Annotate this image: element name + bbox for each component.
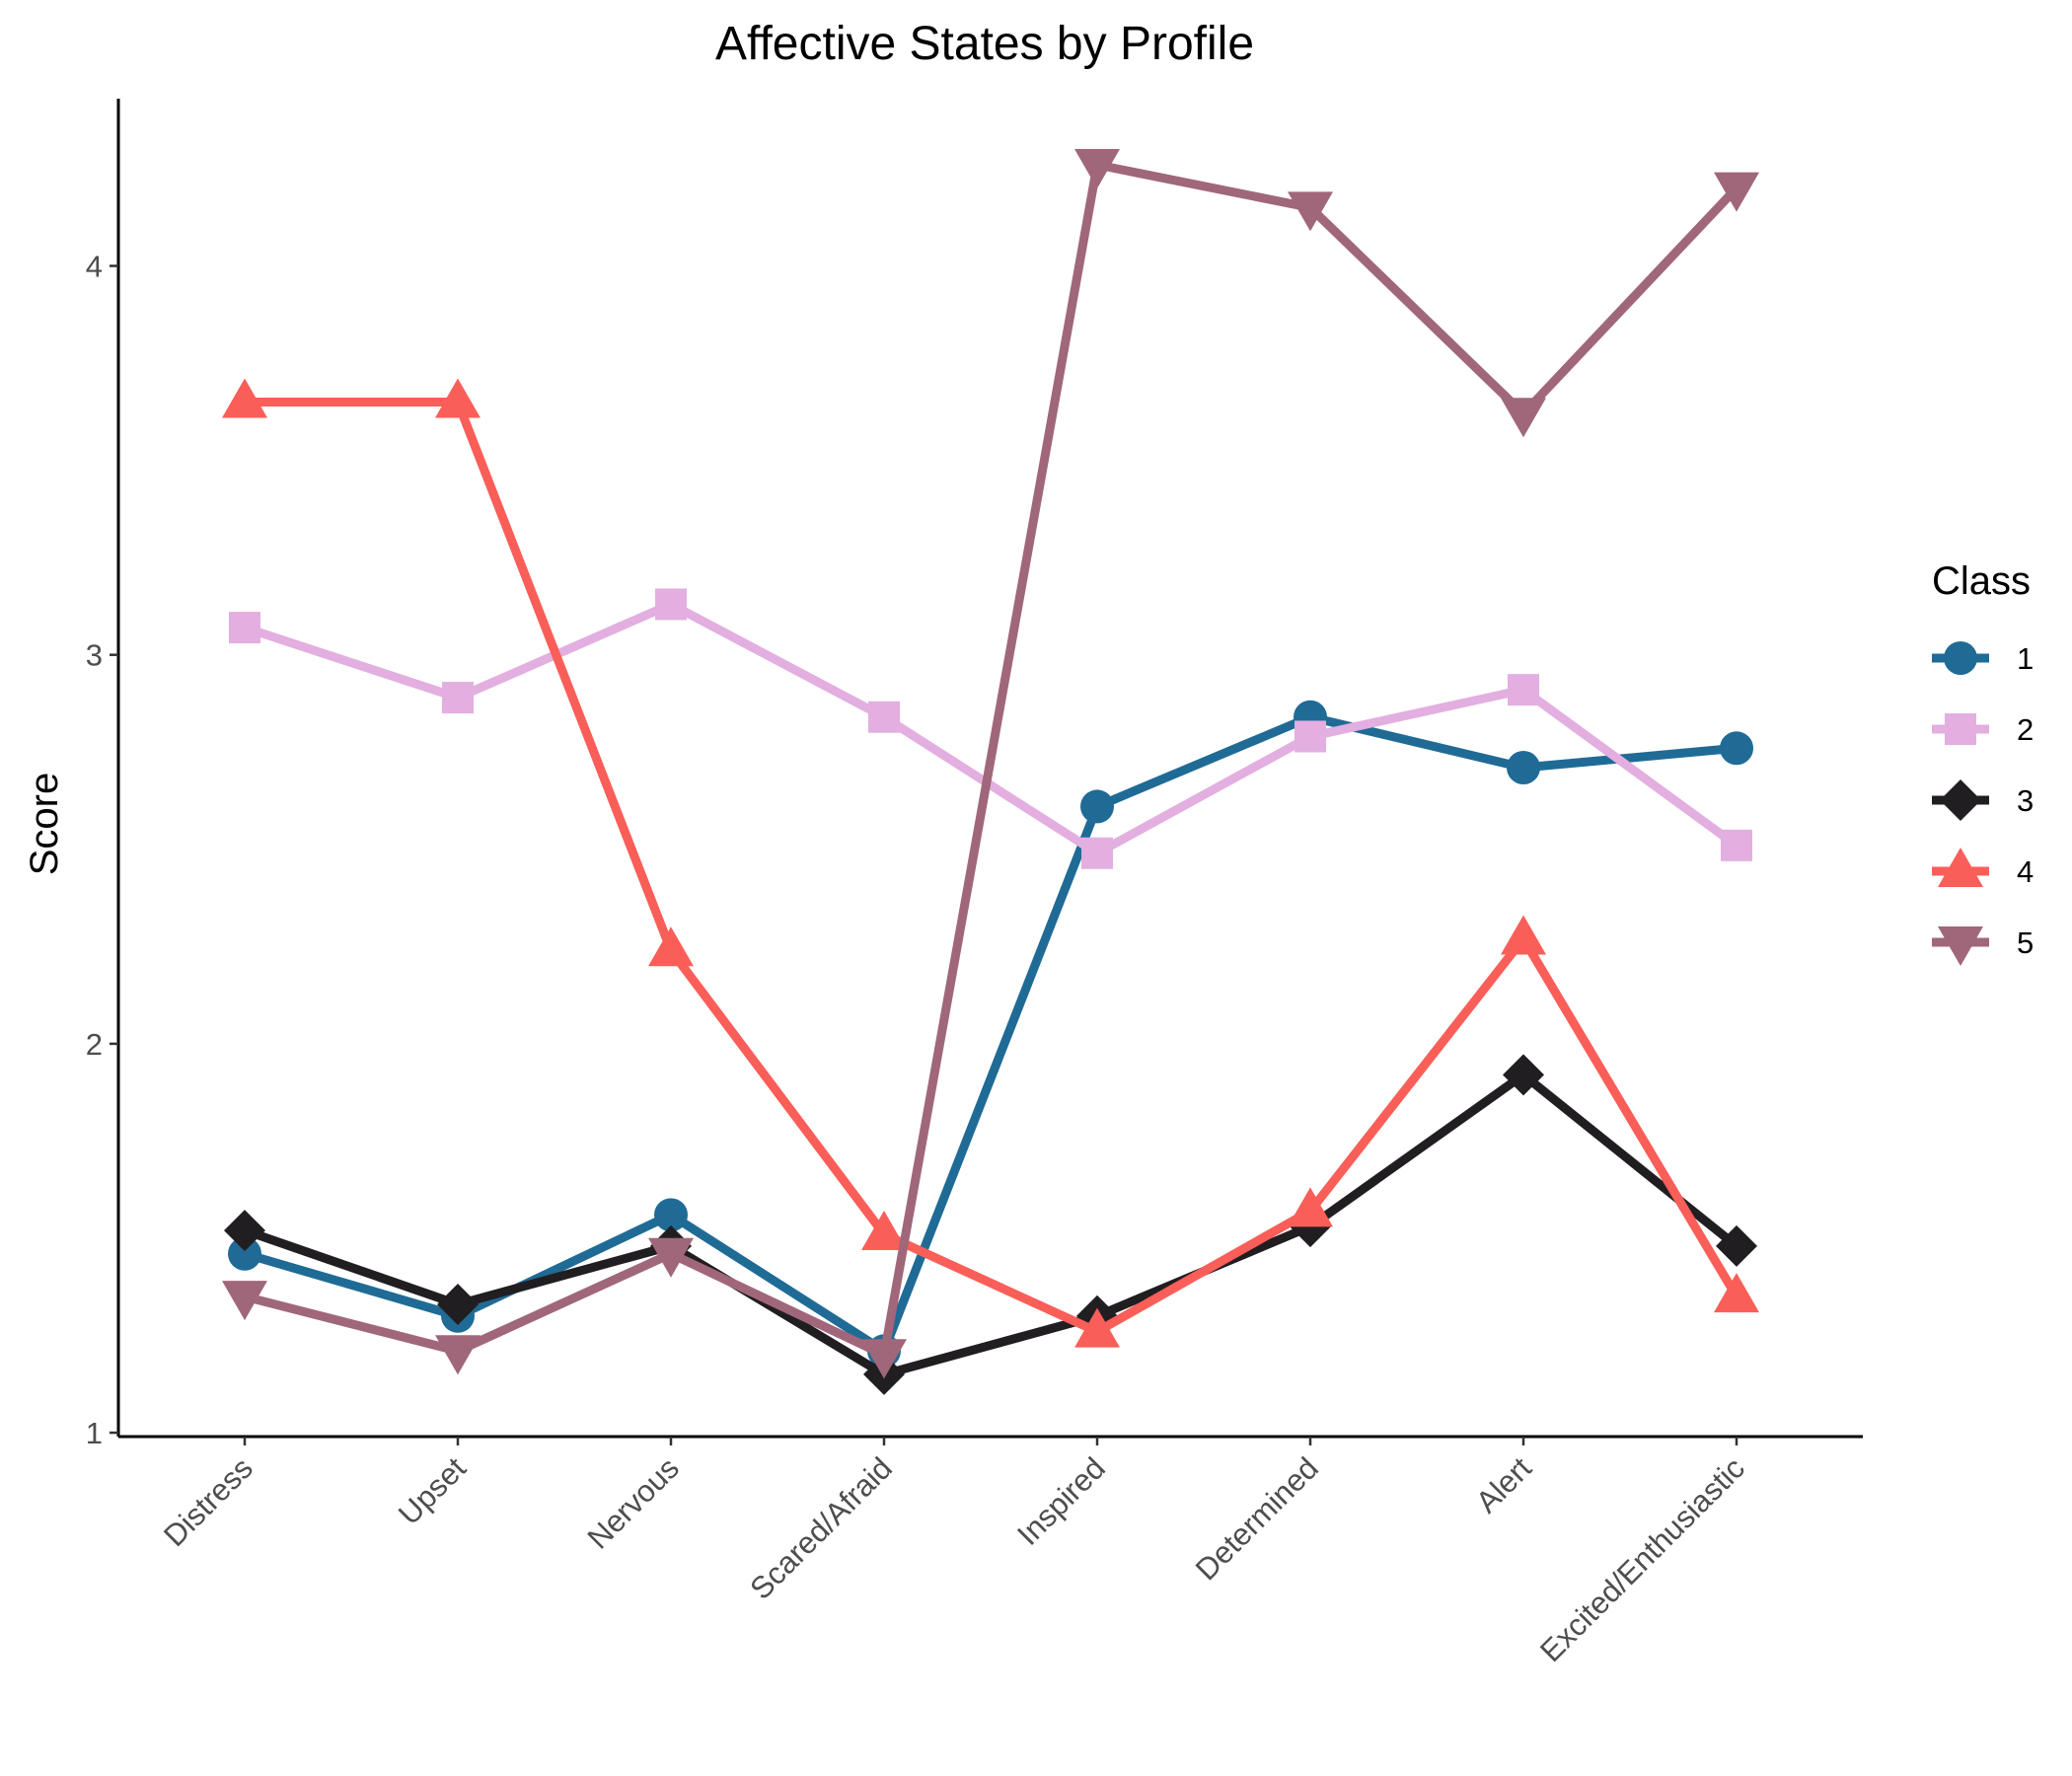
y-tick-label: 4 xyxy=(86,250,103,284)
x-tick-label: Determined xyxy=(1189,1450,1325,1587)
legend-key-marker xyxy=(1938,926,1983,966)
chart-title: Affective States by Profile xyxy=(715,18,1254,70)
legend-label: 5 xyxy=(2017,925,2034,960)
series-point-3 xyxy=(1503,1054,1544,1096)
legend-key-marker xyxy=(1944,641,1977,675)
y-tick-label: 1 xyxy=(86,1416,103,1450)
series-point-2 xyxy=(1508,674,1539,706)
series-point-5 xyxy=(222,1281,267,1321)
series-5 xyxy=(222,149,1759,1379)
legend-title: Class xyxy=(1932,559,2031,603)
series-3 xyxy=(224,1054,1757,1395)
series-line-1 xyxy=(240,712,1741,1356)
series-point-4 xyxy=(1501,915,1546,955)
series-point-5 xyxy=(1074,149,1120,189)
series-point-3 xyxy=(437,1283,479,1325)
series-point-1 xyxy=(1507,751,1540,784)
series-line-4 xyxy=(240,397,1741,1337)
x-tick-label: Scared/Afraid xyxy=(743,1450,899,1606)
series-point-4 xyxy=(1288,1187,1333,1227)
legend-label: 3 xyxy=(2017,783,2034,818)
series-point-3 xyxy=(1716,1224,1757,1267)
legend-item-4: 4 xyxy=(1932,848,2034,889)
series-2 xyxy=(229,588,1752,869)
series-point-4 xyxy=(861,1211,907,1251)
x-tick-label: Distress xyxy=(157,1450,259,1553)
series-point-5 xyxy=(1288,191,1333,232)
series-point-4 xyxy=(1714,1273,1759,1313)
y-tick-label: 2 xyxy=(86,1027,103,1062)
legend-label: 1 xyxy=(2017,641,2034,676)
legend-item-1: 1 xyxy=(1932,641,2034,676)
legend-item-2: 2 xyxy=(1932,712,2034,747)
series-point-5 xyxy=(1501,398,1546,438)
y-axis-title: Score xyxy=(23,773,66,876)
series-point-2 xyxy=(442,682,474,714)
series-point-5 xyxy=(435,1335,481,1375)
x-tick-label: Alert xyxy=(1469,1450,1538,1519)
series-point-2 xyxy=(655,588,687,621)
series-line-2 xyxy=(240,599,1741,858)
series-point-1 xyxy=(1720,731,1753,766)
series-4 xyxy=(222,378,1759,1348)
x-tick-label: Excited/Enthusiastic xyxy=(1533,1450,1751,1668)
legend-label: 4 xyxy=(2017,854,2034,889)
series-line-5 xyxy=(240,160,1741,1360)
series-point-2 xyxy=(229,612,260,644)
x-tick-label: Nervous xyxy=(581,1450,686,1555)
x-tick-label: Inspired xyxy=(1010,1450,1112,1552)
series-point-5 xyxy=(648,1237,694,1278)
x-tick-label: Upset xyxy=(392,1450,473,1531)
series-point-3 xyxy=(224,1210,265,1252)
series-line-3 xyxy=(240,1070,1741,1379)
series-point-5 xyxy=(861,1339,907,1379)
series-point-4 xyxy=(435,378,481,418)
series-point-4 xyxy=(648,926,694,967)
series-point-2 xyxy=(1721,829,1752,861)
series-layer xyxy=(222,149,1759,1395)
series-point-5 xyxy=(1714,172,1759,212)
series-1 xyxy=(228,700,1753,1369)
series-point-1 xyxy=(1080,789,1114,824)
series-point-1 xyxy=(654,1198,688,1232)
legend-item-5: 5 xyxy=(1932,925,2034,966)
legend: Class 1 2 3 4 5 xyxy=(1932,559,2034,966)
legend-key-marker xyxy=(1938,848,1983,887)
legend-item-3: 3 xyxy=(1932,779,2034,821)
series-point-4 xyxy=(222,378,267,418)
series-point-2 xyxy=(1081,837,1113,869)
series-point-2 xyxy=(868,701,900,733)
series-point-1 xyxy=(228,1236,261,1271)
legend-key-marker xyxy=(1945,713,1976,745)
legend-label: 2 xyxy=(2017,712,2034,747)
series-point-2 xyxy=(1295,720,1326,753)
y-tick-label: 3 xyxy=(86,638,103,673)
series-point-4 xyxy=(1074,1307,1120,1348)
legend-key-marker xyxy=(1940,779,1981,821)
